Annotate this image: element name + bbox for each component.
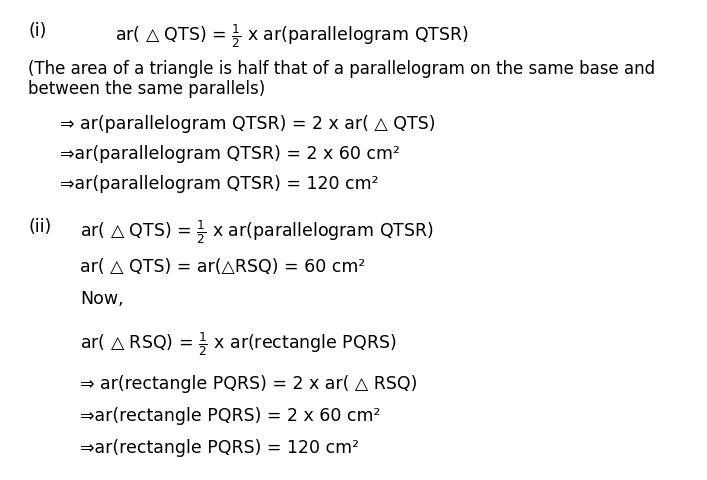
Text: between the same parallels): between the same parallels) bbox=[28, 80, 265, 98]
Text: ar( △ RSQ) = $\frac{1}{2}$ x ar(rectangle PQRS): ar( △ RSQ) = $\frac{1}{2}$ x ar(rectangl… bbox=[80, 329, 397, 357]
Text: ⇒ar(rectangle PQRS) = 2 x 60 cm²: ⇒ar(rectangle PQRS) = 2 x 60 cm² bbox=[80, 406, 380, 424]
Text: ⇒ar(parallelogram QTSR) = 2 x 60 cm²: ⇒ar(parallelogram QTSR) = 2 x 60 cm² bbox=[60, 144, 400, 163]
Text: (i): (i) bbox=[28, 22, 47, 40]
Text: ⇒ar(parallelogram QTSR) = 120 cm²: ⇒ar(parallelogram QTSR) = 120 cm² bbox=[60, 175, 378, 192]
Text: (ii): (ii) bbox=[28, 217, 51, 236]
Text: ⇒ ar(rectangle PQRS) = 2 x ar( △ RSQ): ⇒ ar(rectangle PQRS) = 2 x ar( △ RSQ) bbox=[80, 374, 417, 392]
Text: ar( △ QTS) = $\frac{1}{2}$ x ar(parallelogram QTSR): ar( △ QTS) = $\frac{1}{2}$ x ar(parallel… bbox=[80, 217, 433, 245]
Text: ar( △ QTS) = ar(△RSQ) = 60 cm²: ar( △ QTS) = ar(△RSQ) = 60 cm² bbox=[80, 257, 366, 276]
Text: ⇒ar(rectangle PQRS) = 120 cm²: ⇒ar(rectangle PQRS) = 120 cm² bbox=[80, 438, 359, 456]
Text: ar( △ QTS) = $\frac{1}{2}$ x ar(parallelogram QTSR): ar( △ QTS) = $\frac{1}{2}$ x ar(parallel… bbox=[115, 22, 469, 49]
Text: ⇒ ar(parallelogram QTSR) = 2 x ar( △ QTS): ⇒ ar(parallelogram QTSR) = 2 x ar( △ QTS… bbox=[60, 115, 436, 133]
Text: Now,: Now, bbox=[80, 289, 124, 307]
Text: (The area of a triangle is half that of a parallelogram on the same base and: (The area of a triangle is half that of … bbox=[28, 60, 655, 78]
